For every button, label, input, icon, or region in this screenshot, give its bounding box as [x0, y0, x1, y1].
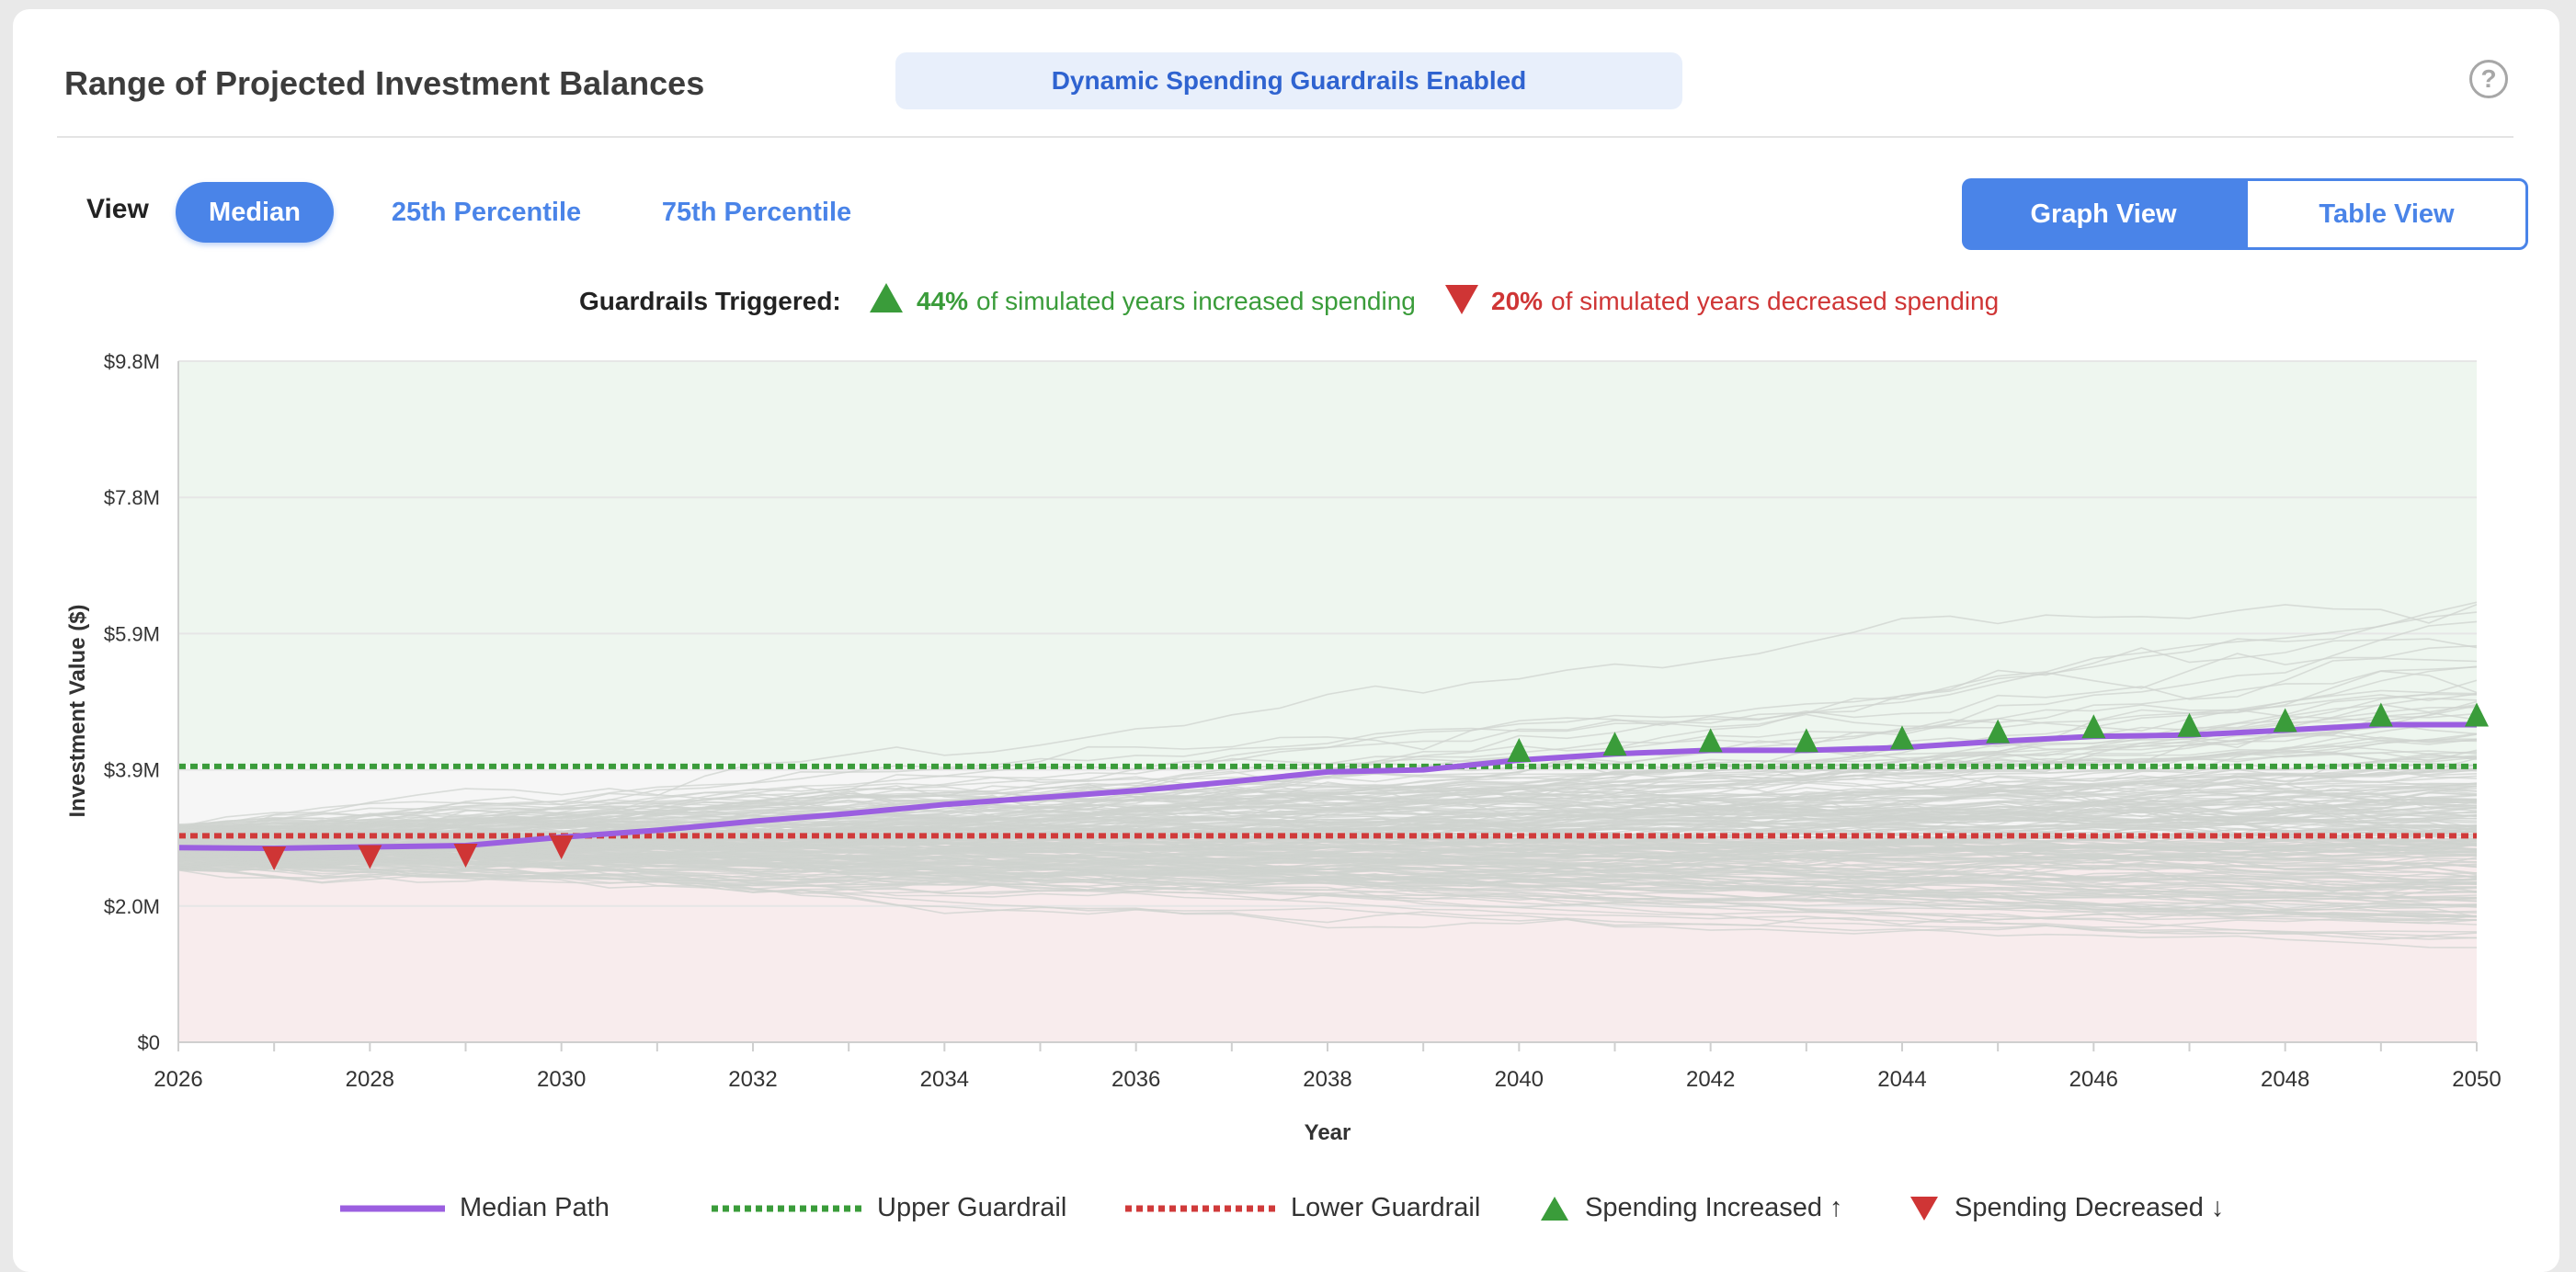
x-tick-label: 2038 — [1303, 1067, 1351, 1092]
view-option-25th-percentile[interactable]: 25th Percentile — [391, 197, 582, 227]
x-tick-label: 2028 — [346, 1067, 394, 1092]
spending-decreased-legend-icon — [1910, 1196, 1938, 1221]
legend-item-increased: Spending Increased ↑ — [1539, 1193, 1843, 1223]
spending-decreased-marker — [549, 835, 574, 859]
help-icon[interactable]: ? — [2469, 60, 2508, 98]
x-tick-label: 2046 — [2069, 1067, 2118, 1092]
x-tick-label: 2042 — [1686, 1067, 1735, 1092]
simulated-path — [178, 611, 2477, 834]
spending-increased-marker — [1890, 725, 1914, 750]
x-tick-label: 2030 — [537, 1067, 586, 1092]
spending-increased-marker — [2368, 702, 2393, 727]
upper-guardrail-swatch — [712, 1205, 862, 1211]
spending-increased-marker — [2081, 714, 2106, 739]
upper-zone — [178, 361, 2477, 767]
spending-increased-marker — [1602, 732, 1627, 756]
chart-legend: Median Path Upper Guardrail Lower Guardr… — [13, 1182, 2559, 1237]
spending-increased-legend-icon — [1541, 1196, 1568, 1221]
header-divider — [57, 136, 2513, 138]
simulated-path — [178, 644, 2477, 829]
spending-increased-marker — [1698, 728, 1723, 753]
simulated-path — [178, 857, 2477, 925]
spending-increased-marker — [1794, 728, 1818, 753]
view-option-median[interactable]: Median — [176, 182, 334, 243]
legend-item-lower: Lower Guardrail — [1125, 1193, 1480, 1223]
x-tick-label: 2036 — [1111, 1067, 1160, 1092]
simulated-path — [178, 738, 2477, 853]
x-tick-label: 2050 — [2452, 1067, 2501, 1092]
spending-increased-marker — [1986, 719, 2011, 744]
simulated-path — [178, 842, 2477, 875]
y-tick-label: $2.0M — [104, 895, 160, 918]
spending-decreased-icon — [1445, 285, 1478, 314]
spending-increased-marker — [2465, 702, 2489, 727]
x-tick-label: 2040 — [1495, 1067, 1544, 1092]
simulated-path — [178, 783, 2477, 857]
decreased-percentage: 20% — [1491, 287, 1544, 315]
simulated-path — [178, 789, 2477, 836]
legend-upper-label: Upper Guardrail — [877, 1193, 1067, 1222]
y-tick-label: $5.9M — [104, 622, 160, 645]
guardrails-label: Guardrails Triggered: — [579, 287, 841, 315]
spending-decreased-marker — [262, 846, 287, 871]
simulated-path — [178, 778, 2477, 833]
y-axis-title: Investment Value ($) — [65, 604, 90, 817]
decreased-text: of simulated years decreased spending — [1551, 287, 2000, 315]
graph-view-button[interactable]: Graph View — [1962, 178, 2245, 250]
simulated-path — [178, 724, 2477, 839]
simulated-path — [178, 775, 2477, 835]
simulated-path — [178, 778, 2477, 827]
table-view-button[interactable]: Table View — [2245, 178, 2528, 250]
increased-text: of simulated years increased spending — [976, 287, 1416, 315]
card-header: Range of Projected Investment Balances D… — [13, 9, 2559, 136]
spending-decreased-marker — [453, 844, 478, 869]
legend-item-median: Median Path — [340, 1193, 610, 1223]
page-title: Range of Projected Investment Balances — [64, 64, 705, 102]
simulated-path — [178, 827, 2477, 855]
x-tick-label: 2026 — [154, 1067, 202, 1092]
spending-decreased-marker — [358, 845, 382, 869]
y-tick-label: $0 — [138, 1031, 160, 1054]
legend-item-upper: Upper Guardrail — [712, 1193, 1066, 1223]
spending-increased-marker — [1507, 738, 1532, 763]
simulated-path — [178, 869, 2477, 898]
spending-increased-marker — [2273, 708, 2297, 733]
projection-card: Range of Projected Investment Balances D… — [13, 9, 2559, 1272]
lower-guardrail-swatch — [1125, 1205, 1276, 1211]
x-tick-label: 2034 — [920, 1067, 969, 1092]
view-label: View — [86, 194, 149, 224]
x-tick-label: 2032 — [728, 1067, 777, 1092]
legend-lower-label: Lower Guardrail — [1291, 1193, 1481, 1222]
simulated-path — [178, 802, 2477, 846]
legend-increased-label: Spending Increased ↑ — [1585, 1193, 1843, 1222]
x-tick-label: 2048 — [2261, 1067, 2309, 1092]
increased-percentage: 44% — [917, 287, 969, 315]
y-tick-label: $7.8M — [104, 486, 160, 509]
legend-item-decreased: Spending Decreased ↓ — [1909, 1193, 2224, 1223]
y-tick-label: $3.9M — [104, 759, 160, 782]
guardrails-summary: Guardrails Triggered: 44% of simulated y… — [13, 281, 2559, 322]
legend-decreased-label: Spending Decreased ↓ — [1955, 1193, 2225, 1222]
legend-median-label: Median Path — [460, 1193, 610, 1222]
median-swatch — [340, 1205, 445, 1211]
simulated-path — [178, 768, 2477, 833]
spending-increased-icon — [870, 283, 903, 312]
spending-increased-marker — [2177, 712, 2202, 737]
view-option-75th-percentile[interactable]: 75th Percentile — [661, 197, 852, 227]
y-tick-label: $9.8M — [104, 350, 160, 373]
x-axis-title: Year — [1305, 1120, 1351, 1145]
guardrails-enabled-banner: Dynamic Spending Guardrails Enabled — [895, 52, 1682, 109]
x-tick-label: 2044 — [1877, 1067, 1926, 1092]
investment-projection-chart: $0 $2.0M $3.9M $5.9M $7.8M $9.8M 2026 2028 2030 2… — [65, 350, 2502, 1145]
